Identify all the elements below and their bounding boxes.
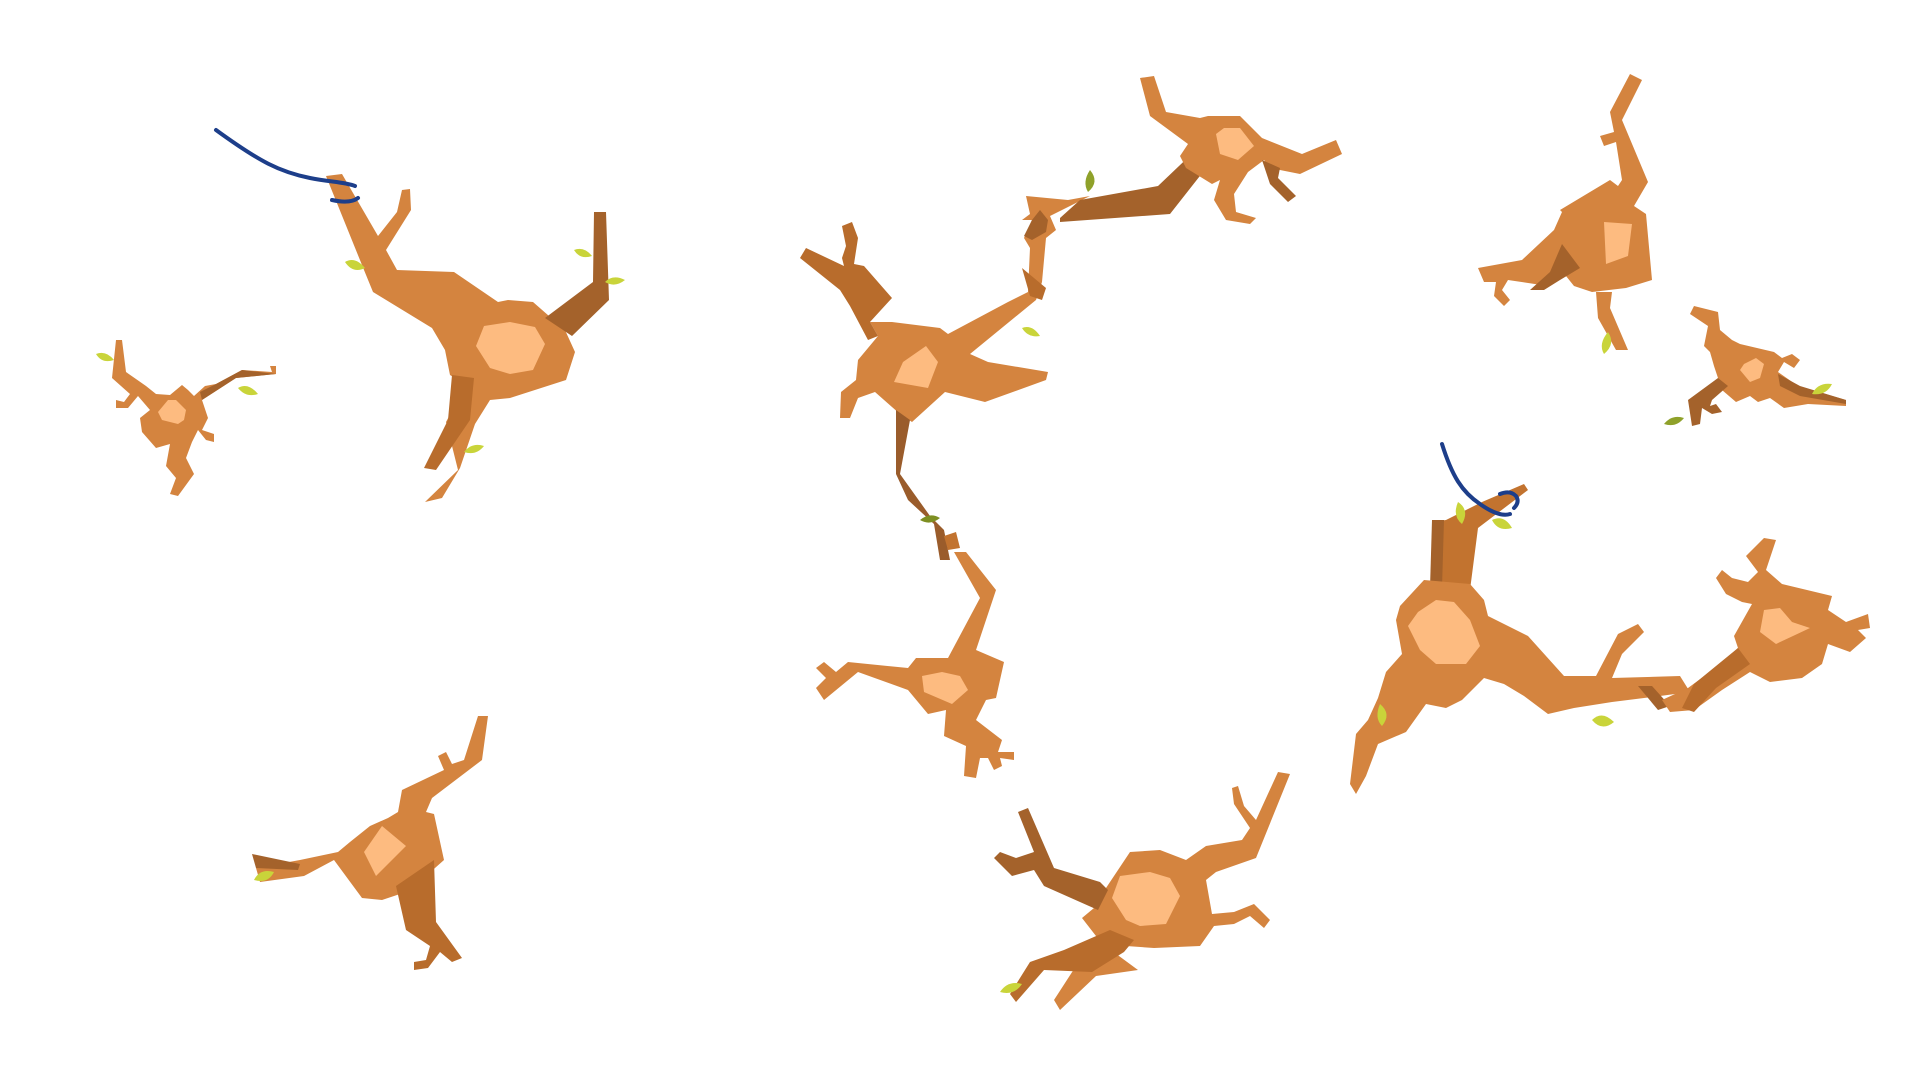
neuron-top-right [1478, 74, 1652, 354]
leaf-icon [1812, 383, 1832, 395]
leaf-icon [238, 386, 258, 396]
wire-clip-icon [330, 196, 360, 204]
neuron-far-right [1662, 538, 1870, 712]
neuron-process [1430, 520, 1444, 588]
leaf-icon [1455, 502, 1466, 524]
neuron-process [1262, 160, 1296, 202]
neuron-process [326, 174, 575, 502]
nucleus [1112, 872, 1180, 926]
neuron-process [256, 716, 488, 900]
leaf-icon [1592, 715, 1614, 727]
leaf-icon [1664, 416, 1684, 426]
leaf-icon [1000, 983, 1022, 993]
nucleus [1408, 600, 1480, 664]
neuron-process [1022, 268, 1046, 300]
leaf-icon [1492, 518, 1512, 529]
leaf-icon [1085, 170, 1095, 192]
neuron-bottom-center [994, 772, 1290, 1010]
leaf-icon [574, 248, 592, 258]
wire-right [1440, 442, 1512, 517]
leaf-icon [920, 515, 940, 523]
wire-clip-icon [1498, 490, 1520, 510]
neuron-process [545, 212, 609, 336]
neuron-bottom-left [252, 716, 488, 970]
neuron-large-top-left [326, 174, 625, 502]
neuron-small-right [1664, 306, 1846, 426]
neuron-process [1010, 930, 1134, 1002]
nucleus [476, 322, 545, 374]
nucleus [1740, 358, 1764, 382]
nucleus [1216, 128, 1254, 160]
leaf-icon [254, 871, 274, 881]
leaf-icon [345, 260, 365, 270]
neuron-process [1060, 146, 1214, 222]
neuron-process [396, 860, 462, 970]
leaf-icon [605, 277, 625, 285]
leaf-icon [464, 444, 484, 454]
neuron-process [1596, 292, 1628, 350]
neuron-process [252, 854, 300, 870]
neuron-process [944, 532, 960, 550]
neuron-process [112, 340, 276, 496]
leaf-icon [96, 352, 114, 362]
neuron-process [1688, 378, 1728, 426]
nucleus [158, 400, 186, 424]
neuron-right-large [1350, 484, 1690, 794]
neuron-center-top [800, 196, 1090, 560]
neuron-process [200, 370, 276, 400]
neuron-process [1432, 484, 1528, 596]
nucleus [1760, 608, 1810, 644]
neuron-process [1778, 374, 1846, 404]
nucleus [894, 346, 938, 388]
neuron-process [896, 410, 950, 560]
neuron-process [800, 222, 892, 340]
neuron-process [1682, 648, 1750, 712]
neuron-process [1690, 306, 1846, 408]
leaf-icon [1377, 704, 1387, 726]
neuron-process [424, 375, 474, 470]
leaf-icon [1601, 332, 1612, 354]
nucleus [1604, 222, 1632, 264]
neuron-center-lower [816, 532, 1014, 778]
neuron-process [816, 552, 1014, 778]
neuron-small-left [96, 340, 276, 496]
nucleus [922, 672, 968, 704]
nucleus [364, 826, 406, 876]
wire-top-left [214, 128, 357, 188]
neuron-process [1530, 244, 1580, 290]
neuron-top-middle-small [1140, 76, 1342, 224]
neuron-process [994, 808, 1108, 910]
neuron-process [1638, 686, 1670, 710]
neuron-process [1024, 210, 1048, 240]
leaf-icon [1022, 327, 1040, 337]
